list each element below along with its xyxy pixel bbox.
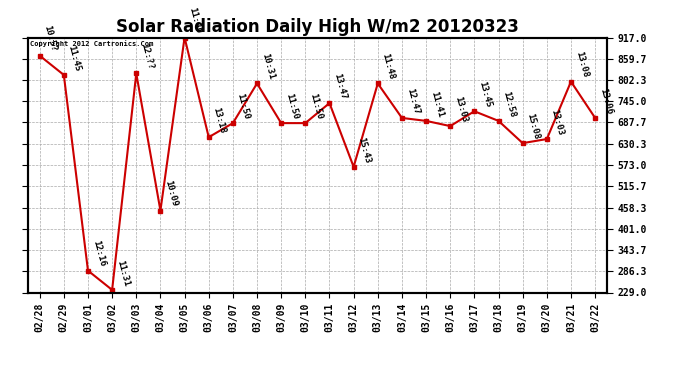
- Text: 13:03: 13:03: [453, 95, 469, 123]
- Text: 11:31: 11:31: [115, 259, 130, 287]
- Text: 10:5?: 10:5?: [43, 25, 58, 53]
- Text: Copyright 2012 Cartronics.Com: Copyright 2012 Cartronics.Com: [30, 40, 154, 47]
- Text: 13:18: 13:18: [212, 106, 227, 134]
- Text: 11:48: 11:48: [381, 53, 396, 81]
- Text: 13:08: 13:08: [574, 51, 589, 79]
- Text: 11:50: 11:50: [236, 92, 251, 120]
- Text: 15:43: 15:43: [357, 136, 372, 164]
- Text: 13:03: 13:03: [550, 108, 565, 136]
- Text: 13:06: 13:06: [598, 87, 613, 115]
- Text: 12:47: 12:47: [405, 87, 420, 115]
- Text: 10:09: 10:09: [164, 180, 179, 208]
- Text: 13:47: 13:47: [333, 72, 348, 100]
- Title: Solar Radiation Daily High W/m2 20120323: Solar Radiation Daily High W/m2 20120323: [116, 18, 519, 36]
- Text: 10:31: 10:31: [260, 53, 275, 81]
- Text: 12:16: 12:16: [91, 240, 106, 268]
- Text: 13:45: 13:45: [477, 80, 493, 108]
- Text: 11:45: 11:45: [67, 44, 82, 72]
- Text: 11:40: 11:40: [188, 6, 203, 35]
- Text: 11:41: 11:41: [429, 90, 444, 118]
- Text: 12:58: 12:58: [502, 90, 517, 118]
- Text: 15:08: 15:08: [526, 112, 541, 140]
- Text: 12:??: 12:??: [139, 42, 155, 70]
- Text: 11:50: 11:50: [284, 92, 299, 120]
- Text: 11:50: 11:50: [308, 92, 324, 120]
